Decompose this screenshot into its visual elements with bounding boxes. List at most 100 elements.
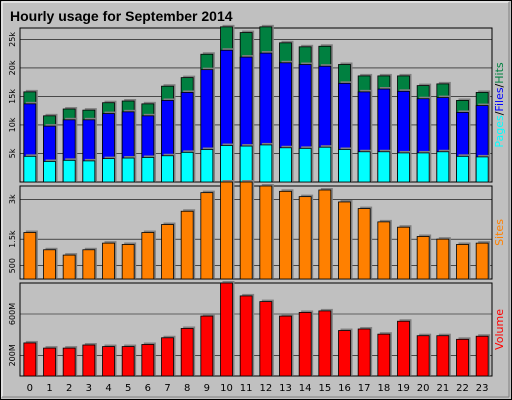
- bar-pages: [23, 155, 37, 183]
- bar-sites: [259, 185, 273, 280]
- x-tick-label: 14: [299, 383, 312, 394]
- x-tick-label: 4: [105, 383, 111, 394]
- bar-pages: [180, 151, 194, 183]
- bar-sites: [102, 242, 115, 280]
- bar-sites: [141, 232, 155, 280]
- bar-pages: [377, 151, 391, 183]
- bar-volume: [102, 346, 115, 377]
- bar-pages: [397, 152, 410, 183]
- x-tick-label: 6: [145, 383, 151, 394]
- bar-pages: [141, 157, 155, 183]
- panel-legend: Volume: [493, 309, 506, 350]
- x-tick-label: 7: [164, 383, 170, 394]
- x-tick-label: 18: [377, 383, 390, 394]
- x-tick-label: 17: [358, 383, 371, 394]
- bar-sites: [239, 181, 253, 280]
- y-tick-label: 5k: [8, 148, 17, 158]
- chart-title: Hourly usage for September 2014: [10, 8, 233, 24]
- bar-volume: [161, 337, 174, 377]
- bar-pages: [200, 149, 214, 183]
- bar-volume: [298, 312, 312, 377]
- bar-volume: [121, 346, 135, 377]
- panel-2: 500 1.5k 3k Sites: [8, 180, 506, 280]
- legend-entry: Pages: [493, 115, 506, 148]
- plot-area: [19, 185, 493, 280]
- bar-sites: [121, 244, 135, 280]
- panel-3: 200M 600M Volume: [8, 281, 506, 377]
- x-tick-label: 16: [338, 383, 351, 394]
- x-tick-label: 1: [46, 383, 52, 394]
- bar-volume: [180, 328, 194, 377]
- bar-sites: [456, 244, 469, 280]
- bar-sites: [62, 254, 76, 280]
- x-tick-label: 22: [456, 383, 469, 394]
- bar-pages: [220, 145, 233, 183]
- bar-sites: [338, 201, 351, 280]
- chart-panels: 5k10k15k20k25kPages/Files/Hits5001.5k3kS…: [8, 24, 506, 377]
- bar-volume: [318, 310, 332, 377]
- bar-volume: [456, 338, 469, 377]
- bar-volume: [23, 342, 37, 377]
- bar-volume: [259, 301, 273, 377]
- x-tick-label: 9: [204, 383, 210, 394]
- x-tick-label: 12: [259, 383, 272, 394]
- panel-legend: Sites: [493, 219, 506, 246]
- bar-volume: [279, 315, 292, 377]
- y-tick-label: 15k: [8, 89, 17, 104]
- bar-sites: [416, 236, 430, 280]
- bar-volume: [82, 344, 96, 377]
- bar-pages: [239, 145, 253, 183]
- x-tick-label: 11: [240, 383, 253, 394]
- bar-sites: [298, 196, 312, 280]
- bar-volume: [377, 333, 391, 377]
- bar-sites: [436, 238, 450, 280]
- bar-pages: [436, 151, 450, 183]
- panel-legend: Pages/Files/Hits: [493, 62, 506, 148]
- y-tick-label: 500: [8, 258, 17, 273]
- bar-volume: [338, 330, 351, 377]
- bar-pages: [62, 159, 76, 183]
- bar-volume: [357, 328, 371, 377]
- x-tick-label: 2: [66, 383, 72, 394]
- legend-entry: /: [493, 111, 506, 115]
- x-tick-label: 20: [417, 383, 430, 394]
- bar-pages: [121, 157, 135, 183]
- bar-sites: [377, 221, 391, 280]
- bar-sites: [220, 181, 233, 280]
- bar-pages: [298, 147, 312, 183]
- bar-volume: [239, 295, 253, 377]
- bar-sites: [397, 226, 410, 280]
- x-tick-label: 5: [125, 383, 131, 394]
- x-tick-label: 19: [397, 383, 410, 394]
- bar-volume: [62, 347, 76, 377]
- bar-sites: [200, 192, 214, 280]
- y-tick-label: 25k: [8, 32, 17, 47]
- x-tick-label: 3: [86, 383, 92, 394]
- bar-pages: [259, 144, 273, 183]
- bar-sites: [475, 242, 489, 280]
- bar-volume: [436, 335, 450, 377]
- x-tick-label: 21: [436, 383, 449, 394]
- bar-pages: [318, 146, 332, 183]
- legend-entry: Hits: [493, 62, 506, 84]
- bar-volume: [475, 335, 489, 377]
- x-tick-label: 23: [476, 383, 489, 394]
- bar-sites: [23, 232, 37, 280]
- bar-pages: [161, 155, 174, 183]
- bar-sites: [357, 208, 371, 280]
- y-tick-label: 600M: [8, 303, 17, 325]
- bar-pages: [357, 151, 371, 183]
- bar-volume: [141, 344, 155, 377]
- plot-area: [19, 282, 493, 377]
- bar-pages: [338, 149, 351, 183]
- y-tick-label: 1.5k: [8, 230, 17, 248]
- bar-volume: [220, 282, 233, 377]
- x-tick-label: 8: [184, 383, 190, 394]
- bar-volume: [416, 335, 430, 377]
- legend-entry: /: [493, 83, 506, 87]
- bar-pages: [82, 160, 96, 183]
- bar-pages: [416, 152, 430, 183]
- legend-entry: Files: [493, 87, 506, 111]
- plot-area: [19, 27, 493, 183]
